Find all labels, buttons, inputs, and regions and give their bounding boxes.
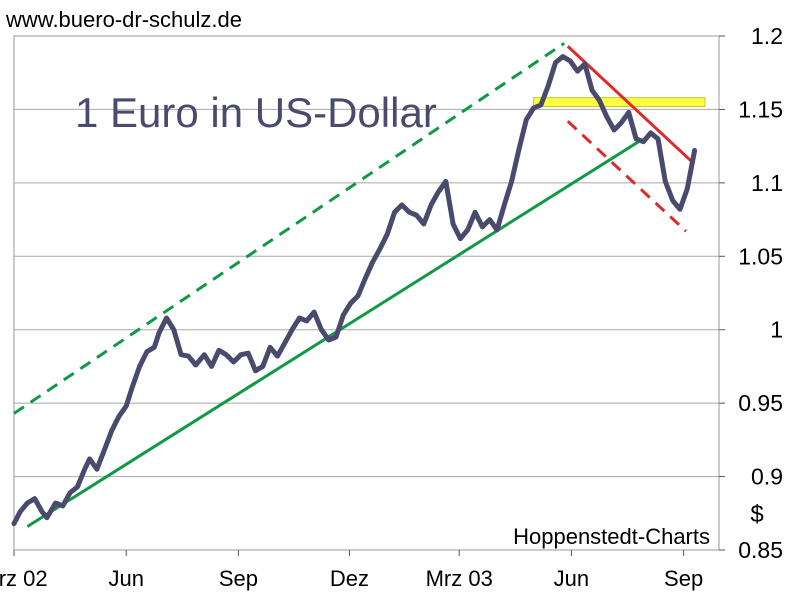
x-tick-label: Mrz 02 bbox=[0, 566, 48, 591]
y-tick-label: 0.9 bbox=[751, 464, 783, 490]
ticks-layer: 0.85 0.9 0.95 1 1.05 1.1 1.15 1.2 Mrz 02 Jun Sep De… bbox=[0, 23, 783, 591]
y-tick-label: 1 bbox=[770, 317, 783, 343]
y-tick-label: 0.95 bbox=[738, 390, 783, 416]
site-url: www.buero-dr-schulz.de bbox=[5, 7, 242, 32]
trendline-lower-channel bbox=[566, 120, 688, 233]
plot-frame bbox=[13, 35, 720, 551]
y-tick-label: 1.1 bbox=[751, 170, 783, 196]
trendline-support bbox=[26, 140, 640, 528]
x-tick-label: Jun bbox=[554, 566, 589, 591]
zone-layer bbox=[533, 97, 706, 107]
x-tick-label: Sep bbox=[664, 566, 703, 591]
x-tick-label: Dez bbox=[330, 566, 369, 591]
y-tick-label: 1.15 bbox=[738, 96, 783, 122]
trendline-resistance bbox=[566, 45, 692, 162]
x-tick-label: Mrz 03 bbox=[426, 566, 493, 591]
y-tick-label: 0.85 bbox=[738, 537, 783, 563]
x-tick-label: Jun bbox=[108, 566, 143, 591]
series-layer bbox=[11, 54, 698, 527]
x-tick-label: Sep bbox=[219, 566, 258, 591]
y-tick-label: 1.2 bbox=[751, 23, 783, 49]
series-line bbox=[11, 54, 698, 527]
y-axis-unit: $ bbox=[750, 501, 763, 528]
resistance-zone bbox=[533, 97, 706, 107]
chart-credit: Hoppenstedt-Charts bbox=[513, 524, 710, 549]
trend-layer bbox=[13, 42, 692, 528]
y-tick-label: 1.05 bbox=[738, 243, 783, 269]
trendline-upper-channel bbox=[13, 42, 565, 415]
chart-title: 1 Euro in US-Dollar bbox=[75, 89, 437, 136]
